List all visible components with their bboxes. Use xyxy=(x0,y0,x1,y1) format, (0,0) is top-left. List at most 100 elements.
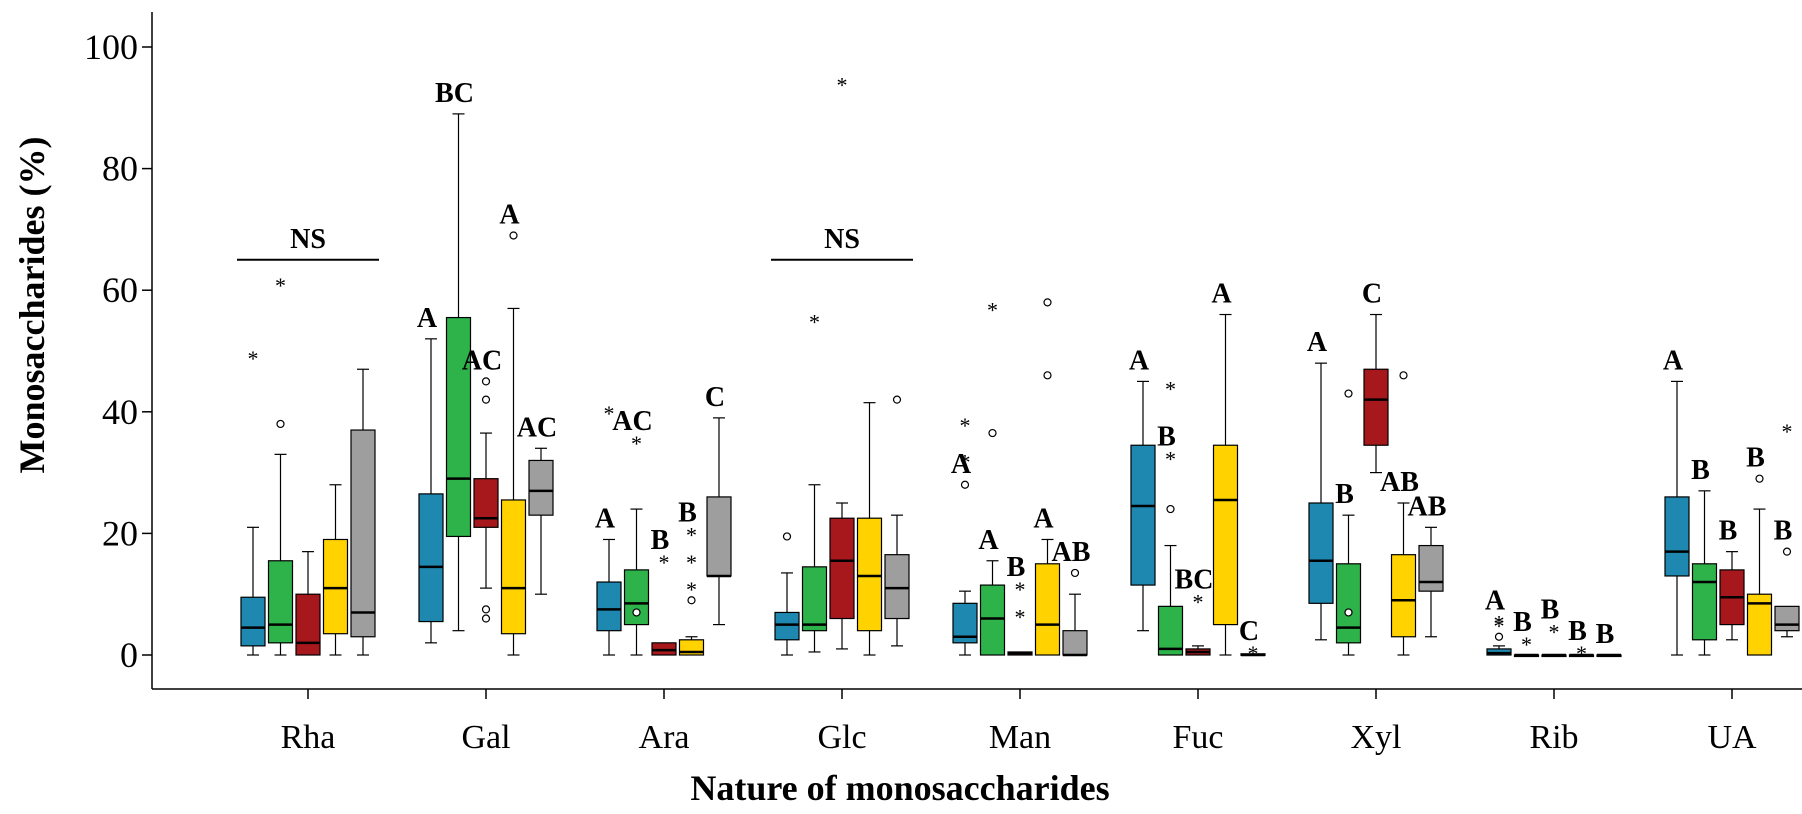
box xyxy=(1034,563,1061,656)
box xyxy=(979,584,1006,656)
significance-letter: AB xyxy=(1052,537,1091,568)
box xyxy=(1130,444,1156,586)
box xyxy=(829,517,855,620)
significance-letter: B xyxy=(1157,421,1176,452)
significance-letter: A xyxy=(1033,503,1054,534)
outlier-circle xyxy=(1782,547,1792,556)
outlier-star: * xyxy=(686,577,697,602)
y-tick-label: 80 xyxy=(102,149,138,189)
outlier-star: * xyxy=(686,550,697,575)
box xyxy=(1774,605,1800,632)
box xyxy=(1062,630,1088,656)
outlier-circle xyxy=(1755,474,1764,483)
x-tick-label-ua: UA xyxy=(1707,719,1757,756)
significance-letter: B xyxy=(1568,616,1587,647)
significance-letter: A xyxy=(1663,345,1684,376)
box-marks: ********************** *** xyxy=(240,72,1800,666)
outlier-circle xyxy=(1344,389,1353,398)
axes: 0 20 40 60 80 100 Rha Gal Ara Glc Man Fuc Xyl Rib UA xyxy=(84,12,1802,756)
box xyxy=(774,611,800,641)
outlier-star: * xyxy=(248,346,259,371)
box-group-ara: ****** xyxy=(596,401,732,656)
box xyxy=(1157,605,1184,656)
y-axis-title: Monosaccharides (%) xyxy=(12,137,52,474)
x-tick-label-xyl: Xyl xyxy=(1351,719,1402,756)
outlier-star: * xyxy=(659,550,670,575)
outlier-circle xyxy=(1043,371,1052,380)
x-tick-label-rib: Rib xyxy=(1529,719,1578,756)
outlier-circle xyxy=(1344,608,1353,617)
outlier-star: * xyxy=(604,401,615,426)
box-group-rha: ** xyxy=(240,273,376,656)
significance-letter: A xyxy=(978,525,999,556)
box xyxy=(528,459,554,516)
outlier-circle xyxy=(1166,504,1175,514)
y-tick-label: 60 xyxy=(102,270,138,310)
significance-letter: A xyxy=(417,303,438,334)
box xyxy=(1691,563,1718,641)
significance-letter: A xyxy=(951,449,972,480)
significance-letter: B xyxy=(651,525,670,556)
outlier-star: * xyxy=(987,297,998,322)
outlier-circle xyxy=(481,614,491,623)
box xyxy=(1308,502,1334,604)
significance-letter: A xyxy=(1307,327,1328,358)
box xyxy=(350,429,376,638)
outlier-star: * xyxy=(809,310,820,335)
significance-letter: A xyxy=(499,199,520,230)
outlier-circle xyxy=(960,480,970,489)
outlier-star: * xyxy=(275,273,286,298)
significance-letter: B xyxy=(1691,455,1710,486)
x-tick-label-fuc: Fuc xyxy=(1173,719,1224,756)
outlier-circle xyxy=(892,395,902,404)
significance-letter: A xyxy=(1129,345,1150,376)
outlier-star: * xyxy=(1248,641,1259,666)
outlier-circle xyxy=(481,377,491,386)
box xyxy=(1664,496,1690,577)
box-group-xyl xyxy=(1308,313,1444,656)
significance-letter: B xyxy=(1596,619,1615,650)
outlier-circle xyxy=(509,231,518,240)
outlier-circle xyxy=(481,605,491,614)
box xyxy=(240,596,266,647)
outlier-circle xyxy=(632,608,641,617)
box xyxy=(473,478,499,528)
ns-label: NS xyxy=(824,224,860,255)
x-tick-label-glc: Glc xyxy=(817,719,866,756)
outlier-circle xyxy=(481,395,491,404)
outlier-circle xyxy=(988,428,997,438)
significance-letter: B xyxy=(1774,516,1793,547)
box xyxy=(418,493,444,623)
outlier-circle xyxy=(1070,568,1080,578)
box xyxy=(856,517,883,632)
x-tick-label-rha: Rha xyxy=(281,719,336,756)
outlier-circle xyxy=(1399,371,1408,380)
significance-letter: AC xyxy=(462,345,502,376)
x-axis-title: Nature of monosaccharides xyxy=(690,768,1109,808)
outlier-star: * xyxy=(1576,641,1587,666)
outlier-star: * xyxy=(1015,577,1026,602)
significance-letter: C xyxy=(1362,279,1382,310)
box-group-glc: ** xyxy=(774,72,910,656)
significance-letter: B xyxy=(1541,595,1560,626)
box xyxy=(267,560,294,644)
box-group-ua: * xyxy=(1664,380,1800,656)
outlier-star: * xyxy=(1494,611,1505,636)
box xyxy=(1335,563,1362,644)
x-tick-label-ara: Ara xyxy=(639,719,690,756)
outlier-circle xyxy=(687,596,696,605)
box xyxy=(1390,554,1417,638)
significance-letter: B xyxy=(1719,516,1738,547)
outlier-star: * xyxy=(960,413,971,438)
box-group-rib: *** ** xyxy=(1486,611,1622,666)
significance-letter: A xyxy=(1485,586,1506,617)
box xyxy=(322,538,349,635)
outlier-star: * xyxy=(960,449,971,474)
box xyxy=(884,554,910,620)
box xyxy=(706,496,732,577)
outlier-circle xyxy=(1043,298,1052,307)
significance-letter: B xyxy=(678,497,697,528)
